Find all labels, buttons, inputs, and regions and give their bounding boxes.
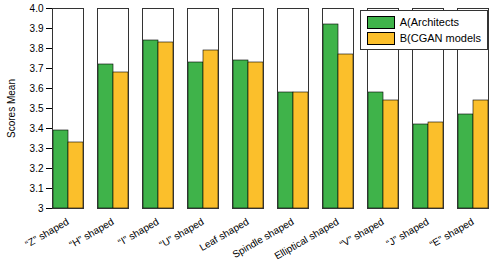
svg-text:“I” shaped: “I” shaped: [116, 216, 160, 248]
svg-text:Scores Mean: Scores Mean: [6, 79, 17, 138]
html-text:A(Architects: A(Architects: [399, 16, 459, 28]
svg-text:“J” shaped: “J” shaped: [384, 216, 430, 249]
svg-text:“E” shaped: “E” shaped: [428, 216, 476, 250]
svg-text:3.9: 3.9: [30, 23, 44, 34]
svg-text:3.1: 3.1: [30, 183, 44, 194]
svg-text:3.7: 3.7: [30, 63, 44, 74]
svg-text:3.3: 3.3: [30, 143, 44, 154]
svg-text:“H” shaped: “H” shaped: [67, 216, 115, 250]
svg-text:Leaf shaped: Leaf shaped: [197, 215, 251, 253]
svg-text:Elliptical shaped: Elliptical shaped: [273, 216, 341, 262]
svg-text:3.5: 3.5: [30, 103, 44, 114]
html-text:B(CGAN models: B(CGAN models: [399, 32, 481, 44]
svg-text:“U” shaped: “U” shaped: [157, 215, 206, 251]
svg-text:3.2: 3.2: [30, 163, 44, 174]
svg-text:Spindle shaped: Spindle shaped: [230, 215, 296, 260]
svg-text:“Z” shaped: “Z” shaped: [23, 216, 70, 250]
svg-text:3.8: 3.8: [30, 43, 44, 54]
svg-text:3.6: 3.6: [30, 83, 44, 94]
svg-text:4.0: 4.0: [30, 3, 44, 14]
svg-text:3: 3: [38, 203, 44, 214]
svg-text:3.4: 3.4: [30, 123, 44, 134]
svg-text:“V” shaped: “V” shaped: [338, 216, 386, 250]
